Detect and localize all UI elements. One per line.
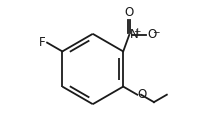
Text: O: O — [138, 88, 147, 101]
Text: O: O — [125, 6, 134, 19]
Text: O: O — [148, 28, 157, 41]
Text: F: F — [39, 36, 46, 49]
Text: N: N — [130, 28, 138, 41]
Text: +: + — [134, 27, 141, 36]
Text: −: − — [152, 27, 159, 36]
